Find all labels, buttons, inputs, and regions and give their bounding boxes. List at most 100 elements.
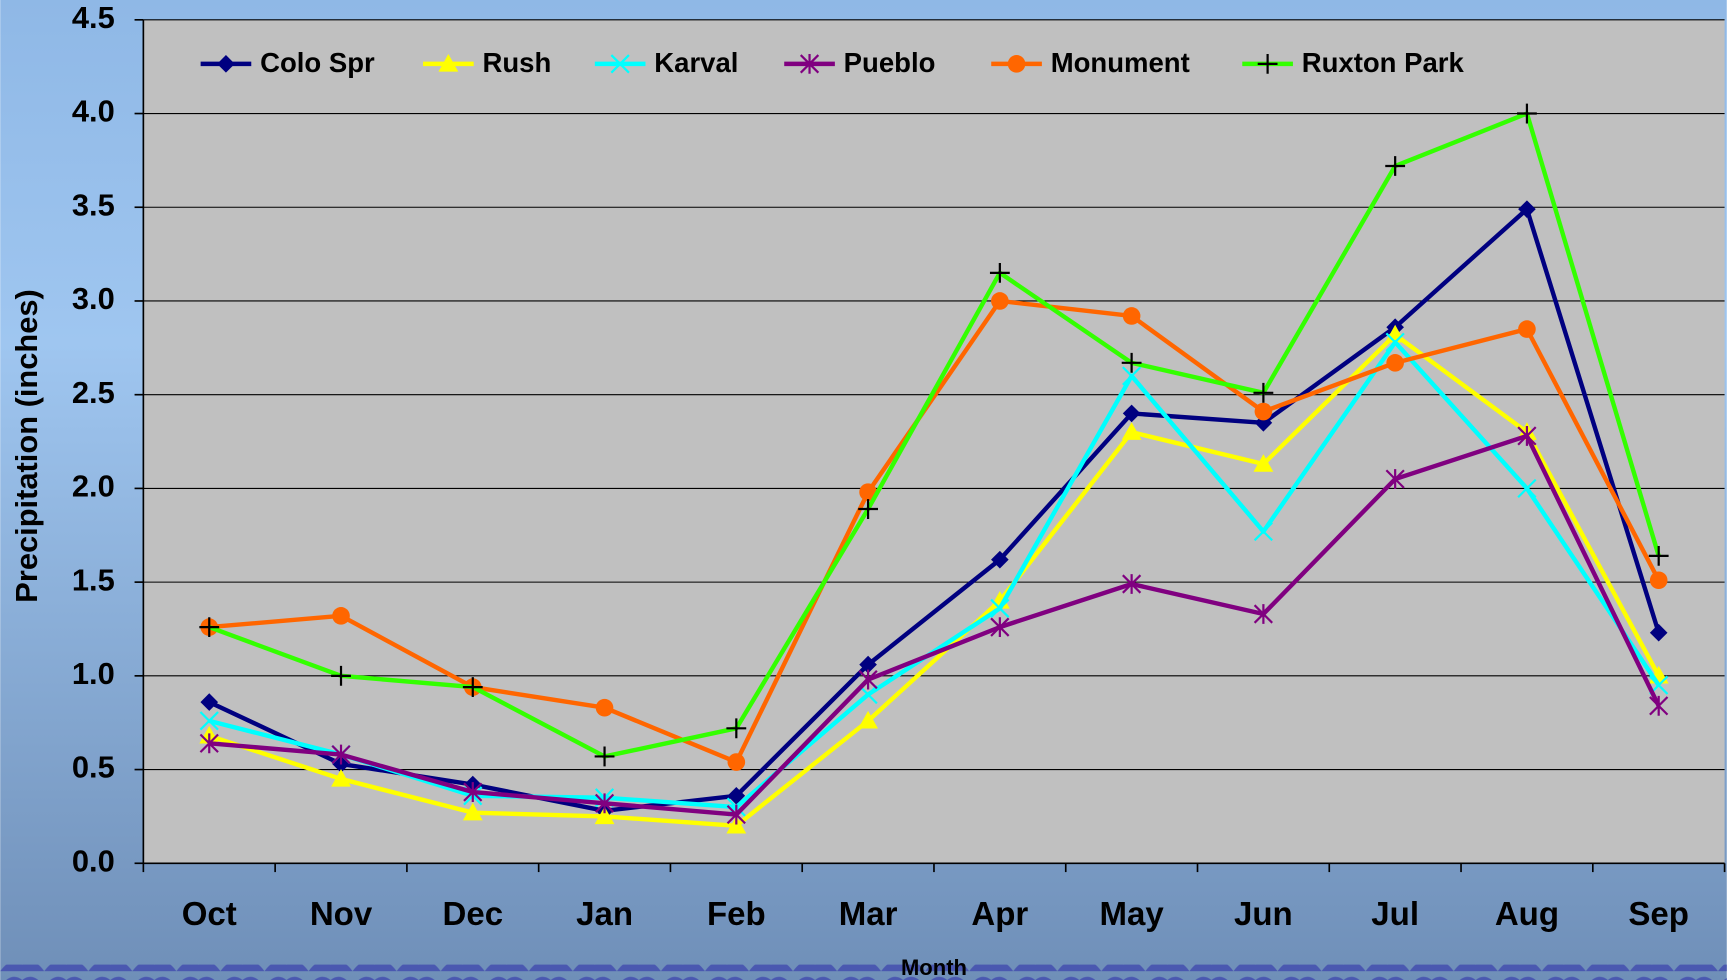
point xyxy=(1122,574,1142,594)
point xyxy=(1385,332,1405,352)
point xyxy=(859,483,877,501)
point xyxy=(332,607,350,625)
y-tick-label: 1.0 xyxy=(72,656,115,691)
point xyxy=(331,769,351,787)
x-tick-label: Feb xyxy=(707,895,766,932)
point xyxy=(1517,426,1537,446)
point xyxy=(727,753,746,771)
point xyxy=(1648,545,1669,566)
point xyxy=(1254,402,1273,421)
point xyxy=(594,806,615,825)
point xyxy=(1386,354,1404,372)
y-tick-label: 0.0 xyxy=(72,843,115,878)
point xyxy=(331,744,351,765)
legend-marker xyxy=(799,53,820,74)
legend-item: Monument xyxy=(991,47,1190,78)
line xyxy=(208,206,1661,814)
point xyxy=(1649,571,1668,590)
point xyxy=(1385,469,1405,489)
legend-marker xyxy=(217,55,235,73)
point xyxy=(726,718,747,739)
series xyxy=(200,292,1668,771)
point xyxy=(1518,200,1536,218)
legend-item: Rush xyxy=(423,47,551,78)
y-tick-label: 4.0 xyxy=(72,94,115,129)
y-tick-label: 4.5 xyxy=(72,0,115,35)
series xyxy=(199,426,1669,825)
legend-item: Pueblo xyxy=(784,47,935,78)
y-axis-label: Precipitation (inches) xyxy=(9,289,44,602)
point xyxy=(1253,521,1273,542)
y-tick-label: 3.0 xyxy=(72,281,115,316)
x-tick-label: Dec xyxy=(442,895,503,932)
x-tick-label: May xyxy=(1100,895,1165,932)
point xyxy=(1649,623,1668,642)
point xyxy=(858,710,878,729)
point xyxy=(858,669,878,690)
legend-marker xyxy=(438,53,459,72)
point xyxy=(199,617,220,638)
point xyxy=(1253,604,1273,624)
point xyxy=(1121,352,1142,373)
x-tick-label: Apr xyxy=(971,895,1028,932)
point xyxy=(1122,366,1142,386)
line xyxy=(208,332,1661,828)
line xyxy=(209,298,1661,765)
x-tick-label: Aug xyxy=(1495,895,1559,932)
y-tick-label: 2.0 xyxy=(72,469,115,504)
legend-marker xyxy=(610,54,630,74)
point xyxy=(726,815,747,834)
point xyxy=(595,698,614,717)
point xyxy=(726,804,746,825)
legend-label: Monument xyxy=(1051,47,1190,78)
point xyxy=(1517,103,1537,124)
line xyxy=(208,111,1661,759)
plot-area xyxy=(143,19,1725,864)
x-tick-label: Jan xyxy=(576,895,633,932)
point xyxy=(1122,307,1141,325)
y-tick-label: 3.5 xyxy=(72,187,115,222)
legend-label: Pueblo xyxy=(844,47,936,78)
point xyxy=(991,292,1009,310)
point xyxy=(462,677,483,698)
point xyxy=(1253,454,1274,472)
legend-item: Colo Spr xyxy=(200,47,375,78)
legend-label: Rush xyxy=(483,47,552,78)
x-tick-label: Sep xyxy=(1628,895,1689,932)
point xyxy=(859,655,877,674)
point xyxy=(462,802,483,821)
point xyxy=(594,746,615,767)
x-tick-label: Nov xyxy=(310,895,373,932)
point xyxy=(594,793,615,814)
y-tick-label: 0.5 xyxy=(72,750,115,785)
point xyxy=(1649,695,1669,716)
legend-item: Ruxton Park xyxy=(1242,47,1465,78)
point xyxy=(1121,422,1142,440)
point xyxy=(199,711,219,731)
point xyxy=(331,665,351,686)
point xyxy=(1517,478,1537,498)
x-tick-label: Jul xyxy=(1371,895,1419,932)
legend-item: Karval xyxy=(594,47,738,78)
x-axis-label: Month xyxy=(901,955,967,980)
point xyxy=(199,733,219,754)
point xyxy=(858,499,878,519)
point xyxy=(990,598,1010,618)
legend-label: Ruxton Park xyxy=(1302,47,1465,78)
x-tick-label: Jun xyxy=(1234,895,1293,932)
point xyxy=(1253,382,1274,403)
point xyxy=(989,262,1010,283)
y-tick-label: 1.5 xyxy=(72,562,115,597)
x-tick-label: Oct xyxy=(182,895,237,932)
legend-label: Karval xyxy=(654,47,738,78)
series xyxy=(199,103,1669,767)
point xyxy=(463,782,483,802)
point xyxy=(1385,156,1406,176)
legend-marker xyxy=(1007,55,1026,73)
legend-label: Colo Spr xyxy=(260,47,375,78)
point xyxy=(1518,320,1536,338)
y-tick-label: 2.5 xyxy=(72,375,115,410)
wave-border xyxy=(0,964,1727,980)
x-tick-label: Mar xyxy=(839,895,898,932)
